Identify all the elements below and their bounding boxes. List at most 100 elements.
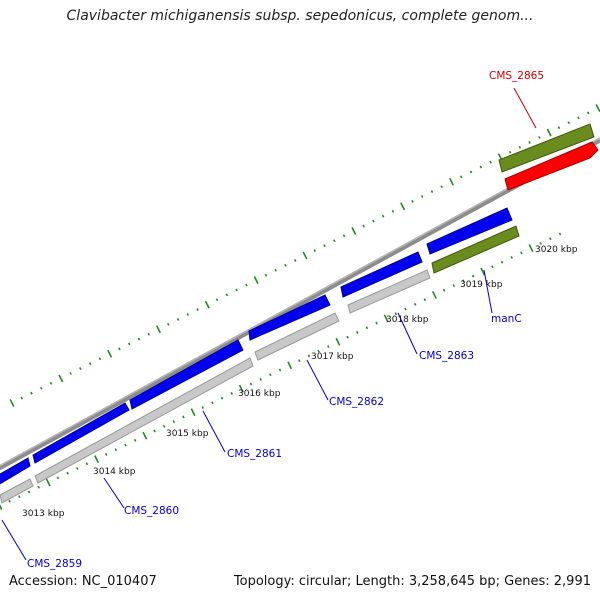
tick-mark — [186, 313, 190, 316]
tick-mark — [176, 317, 180, 321]
gene-cms-2859-feature[interactable] — [0, 457, 31, 485]
gene-label[interactable]: CMS_2860 — [124, 505, 179, 517]
tick-mark — [172, 420, 176, 424]
tick-mark — [480, 267, 486, 276]
tick-mark — [298, 359, 301, 363]
gene-cms-2861-feature[interactable] — [129, 339, 244, 410]
gene-label[interactable]: CMS_2863 — [419, 350, 474, 362]
gene-cms-2860-feature[interactable] — [32, 402, 130, 464]
tick-mark — [375, 321, 378, 325]
tick-mark — [278, 368, 282, 372]
scale-tick-labels: 3013 kbp 3014 kbp 3015 kbp 3016 kbp 3017 kbp… — [22, 245, 578, 519]
shadow-track — [0, 269, 431, 504]
tick-mark — [225, 293, 229, 297]
tick-mark — [335, 337, 341, 346]
tick-mark — [215, 298, 219, 302]
tick-mark — [287, 361, 293, 370]
gene-cms-2865-feature[interactable] — [504, 141, 599, 191]
tick-mark — [365, 326, 369, 330]
tick-mark — [79, 367, 82, 371]
tick-mark — [383, 314, 389, 323]
tick-mark — [400, 202, 406, 211]
gene-label[interactable]: CMS_2861 — [227, 448, 282, 460]
tick-mark — [69, 372, 72, 375]
tick-mark — [333, 239, 336, 243]
tick-mark — [27, 490, 31, 494]
tick-mark — [40, 386, 43, 390]
scale-tick-label: 3015 kbp — [166, 429, 209, 439]
gene-manc-rna-feature[interactable] — [431, 225, 520, 274]
tick-mark — [118, 347, 121, 351]
tick-mark — [235, 288, 238, 292]
gene-label-leader — [483, 269, 493, 314]
tick-mark — [94, 455, 100, 464]
tick-mark — [557, 126, 561, 130]
gene-cms-2865-green-feature[interactable] — [498, 123, 595, 173]
tick-mark — [420, 195, 424, 198]
gene-label-leader — [513, 87, 537, 129]
tick-mark — [264, 273, 268, 277]
scale-tick-label: 3013 kbp — [22, 509, 65, 519]
tick-mark — [323, 244, 326, 248]
tick-mark — [20, 396, 24, 400]
gene-mancf-feature[interactable] — [426, 207, 513, 255]
tick-mark — [147, 332, 150, 336]
tick-mark — [440, 185, 443, 189]
tick-mark — [404, 307, 407, 311]
shadow-segment — [0, 478, 34, 504]
tick-mark — [245, 283, 248, 287]
tick-mark — [104, 452, 108, 456]
gene-label-leader — [1, 519, 27, 561]
gene-cms-2863-feature[interactable] — [340, 251, 423, 298]
tick-mark — [133, 438, 137, 442]
gene-label[interactable]: CMS_2859 — [27, 558, 82, 570]
gene-label[interactable]: CMS_2862 — [329, 396, 384, 408]
tick-mark — [520, 251, 523, 255]
scale-tick-label: 3020 kbp — [535, 245, 578, 255]
scale-tick-label: 3014 kbp — [93, 467, 136, 477]
tick-mark — [586, 111, 590, 115]
tick-mark — [546, 128, 552, 137]
tick-mark — [471, 274, 475, 278]
shadow-segment — [34, 357, 254, 484]
tick-mark — [56, 476, 60, 480]
scale-tick-label: 3019 kbp — [460, 280, 503, 290]
tick-mark — [0, 504, 3, 510]
tick-mark — [182, 415, 185, 419]
tick-mark — [372, 219, 375, 223]
tick-mark — [491, 265, 494, 269]
tick-mark — [204, 300, 210, 309]
tick-mark — [355, 331, 359, 334]
tick-mark — [167, 322, 170, 326]
gene-label[interactable]: CMS_2865 — [489, 70, 544, 82]
tick-mark — [423, 298, 427, 302]
tick-mark — [567, 121, 570, 125]
tick-mark — [342, 234, 346, 238]
gene-cms-2862-feature[interactable] — [248, 294, 331, 341]
tick-mark — [230, 392, 233, 395]
tick-mark — [249, 382, 253, 386]
backbone-highlight — [0, 137, 600, 467]
gene-label-leader — [397, 312, 418, 355]
inner-dot-track — [0, 232, 562, 510]
tick-mark — [539, 241, 542, 245]
tick-mark — [313, 249, 317, 253]
tick-mark — [30, 391, 33, 395]
tick-mark — [479, 165, 483, 169]
tick-mark — [510, 256, 513, 259]
tick-mark — [85, 462, 89, 466]
tick-mark — [211, 401, 214, 405]
gene-label-leader — [306, 359, 329, 401]
map-title: Clavibacter michiganensis subsp. sepedon… — [66, 8, 534, 24]
tick-mark — [201, 406, 205, 409]
gene-label[interactable]: manC — [491, 313, 522, 325]
tick-mark — [549, 237, 552, 241]
backbone-ring — [0, 137, 600, 471]
tick-mark — [381, 214, 385, 218]
tick-mark — [558, 232, 562, 236]
tick-mark — [411, 199, 414, 203]
tick-mark — [196, 308, 199, 312]
shadow-segment — [347, 269, 431, 314]
tick-mark — [538, 136, 541, 139]
